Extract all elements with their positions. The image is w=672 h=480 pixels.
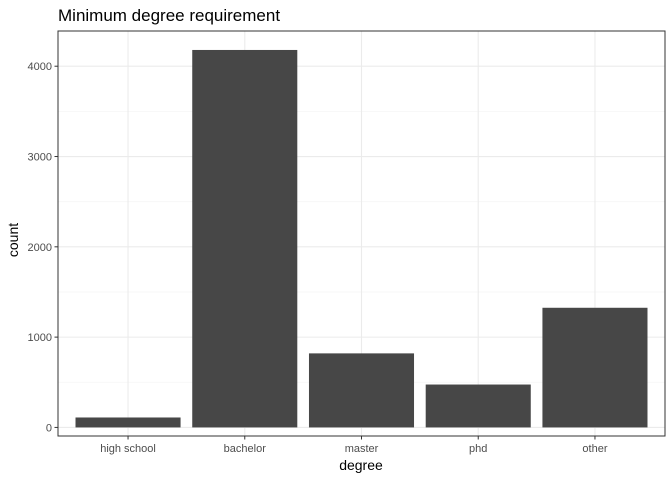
- bar-other: [542, 307, 648, 428]
- x-axis-title: degree: [339, 457, 383, 473]
- y-axis: 0 1000 2000 3000 4000: [28, 61, 58, 434]
- bar-phd: [425, 384, 531, 428]
- chart-title: Minimum degree requirement: [58, 6, 280, 25]
- x-tick-label: phd: [469, 443, 487, 455]
- bar-bachelor: [192, 49, 298, 428]
- bars: [75, 49, 648, 428]
- x-tick-label: master: [345, 443, 379, 455]
- y-tick-label: 4000: [28, 61, 52, 73]
- x-tick-label: high school: [100, 443, 156, 455]
- y-tick-label: 0: [46, 422, 52, 434]
- x-tick-label: other: [582, 443, 607, 455]
- y-tick-label: 1000: [28, 332, 52, 344]
- y-tick-label: 2000: [28, 242, 52, 254]
- y-tick-label: 3000: [28, 152, 52, 164]
- bar-master: [308, 353, 415, 428]
- bar-high-school: [75, 417, 181, 428]
- y-axis-title: count: [5, 223, 21, 257]
- plot-panel: [57, 30, 666, 437]
- x-tick-label: bachelor: [224, 443, 267, 455]
- x-axis: high school bachelor master phd other: [100, 436, 608, 455]
